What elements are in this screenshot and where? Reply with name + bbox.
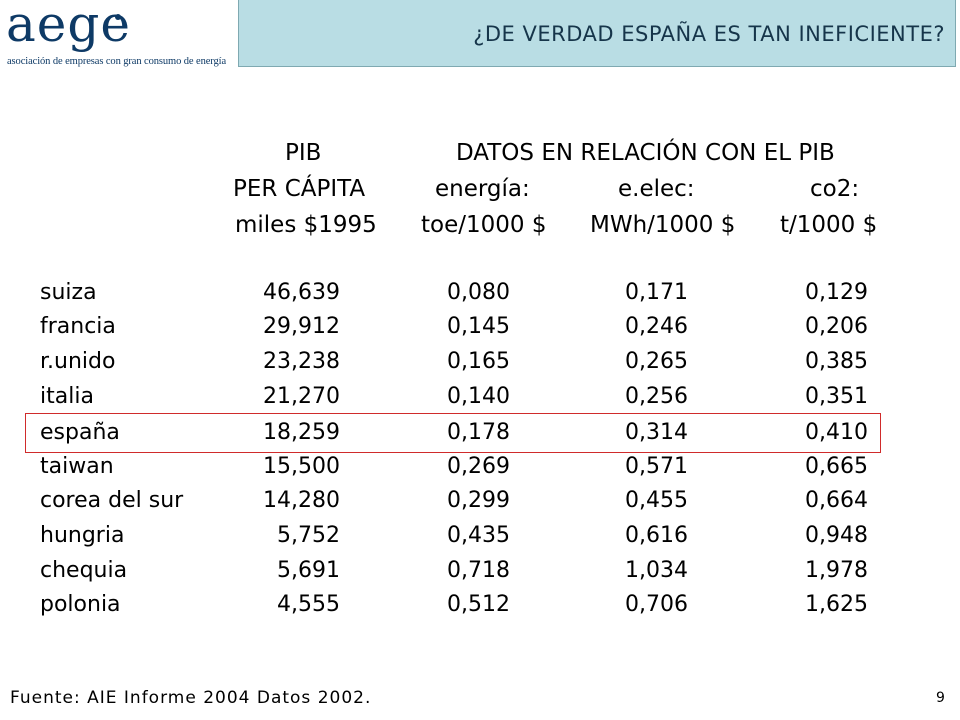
co2-value: 0,129 <box>805 280 868 305</box>
country-name: chequia <box>40 558 128 583</box>
pib-value: 5,691 <box>277 558 340 583</box>
header-group: DATOS EN RELACIÓN CON EL PIB <box>456 140 835 166</box>
header-elec-line1: e.elec: <box>618 176 695 202</box>
header-energia-line1: energía: <box>435 176 530 202</box>
co2-value: 0,206 <box>805 314 868 339</box>
co2-value: 1,625 <box>805 592 868 617</box>
country-name: italia <box>40 384 94 409</box>
source-note: Fuente: AIE Informe 2004 Datos 2002. <box>10 688 372 708</box>
energia-value: 0,512 <box>447 592 510 617</box>
elec-value: 0,455 <box>625 488 688 513</box>
co2-value: 0,351 <box>805 384 868 409</box>
elec-value: 0,171 <box>625 280 688 305</box>
logo-dot <box>115 14 121 20</box>
logo-wordmark: aege <box>6 0 131 53</box>
energia-value: 0,269 <box>447 454 510 479</box>
country-name: españa <box>40 420 120 445</box>
elec-value: 0,256 <box>625 384 688 409</box>
elec-value: 0,616 <box>625 523 688 548</box>
co2-value: 0,948 <box>805 523 868 548</box>
pib-value: 15,500 <box>263 454 340 479</box>
elec-value: 0,246 <box>625 314 688 339</box>
co2-value: 0,385 <box>805 349 868 374</box>
co2-value: 0,410 <box>805 420 868 445</box>
header-co2-line1: co2: <box>810 176 860 202</box>
header-pib-line1: PIB <box>285 140 322 166</box>
pib-value: 29,912 <box>263 314 340 339</box>
country-name: taiwan <box>40 454 114 479</box>
country-name: hungria <box>40 523 125 548</box>
elec-value: 1,034 <box>625 558 688 583</box>
title-banner: ¿DE VERDAD ESPAÑA ES TAN INEFICIENTE? <box>238 0 956 67</box>
country-name: corea del sur <box>40 488 184 513</box>
elec-value: 0,265 <box>625 349 688 374</box>
pib-value: 18,259 <box>263 420 340 445</box>
co2-value: 1,978 <box>805 558 868 583</box>
energia-value: 0,178 <box>447 420 510 445</box>
spain-highlight-box <box>25 413 881 453</box>
country-name: francia <box>40 314 116 339</box>
header-energia-line2: toe/1000 $ <box>421 212 547 238</box>
header-elec-line2: MWh/1000 $ <box>590 212 736 238</box>
energia-value: 0,718 <box>447 558 510 583</box>
elec-value: 0,706 <box>625 592 688 617</box>
elec-value: 0,314 <box>625 420 688 445</box>
header-co2-line2: t/1000 $ <box>780 212 878 238</box>
elec-value: 0,571 <box>625 454 688 479</box>
energia-value: 0,165 <box>447 349 510 374</box>
pib-value: 14,280 <box>263 488 340 513</box>
country-name: polonia <box>40 592 121 617</box>
header-pib-line3: miles $1995 <box>235 212 377 238</box>
energia-value: 0,145 <box>447 314 510 339</box>
pib-value: 21,270 <box>263 384 340 409</box>
header-pib-line2: PER CÁPITA <box>233 176 366 202</box>
energia-value: 0,140 <box>447 384 510 409</box>
country-name: suiza <box>40 280 97 305</box>
energia-value: 0,435 <box>447 523 510 548</box>
page-number: 9 <box>936 690 945 706</box>
energia-value: 0,080 <box>447 280 510 305</box>
logo-tagline: asociación de empresas con gran consumo … <box>7 56 227 67</box>
co2-value: 0,665 <box>805 454 868 479</box>
pib-value: 23,238 <box>263 349 340 374</box>
energia-value: 0,299 <box>447 488 510 513</box>
co2-value: 0,664 <box>805 488 868 513</box>
pib-value: 5,752 <box>277 523 340 548</box>
aege-logo: aege asociación de empresas con gran con… <box>6 0 227 70</box>
slide-title: ¿DE VERDAD ESPAÑA ES TAN INEFICIENTE? <box>473 22 945 46</box>
country-name: r.unido <box>40 349 116 374</box>
pib-value: 4,555 <box>277 592 340 617</box>
pib-value: 46,639 <box>263 280 340 305</box>
